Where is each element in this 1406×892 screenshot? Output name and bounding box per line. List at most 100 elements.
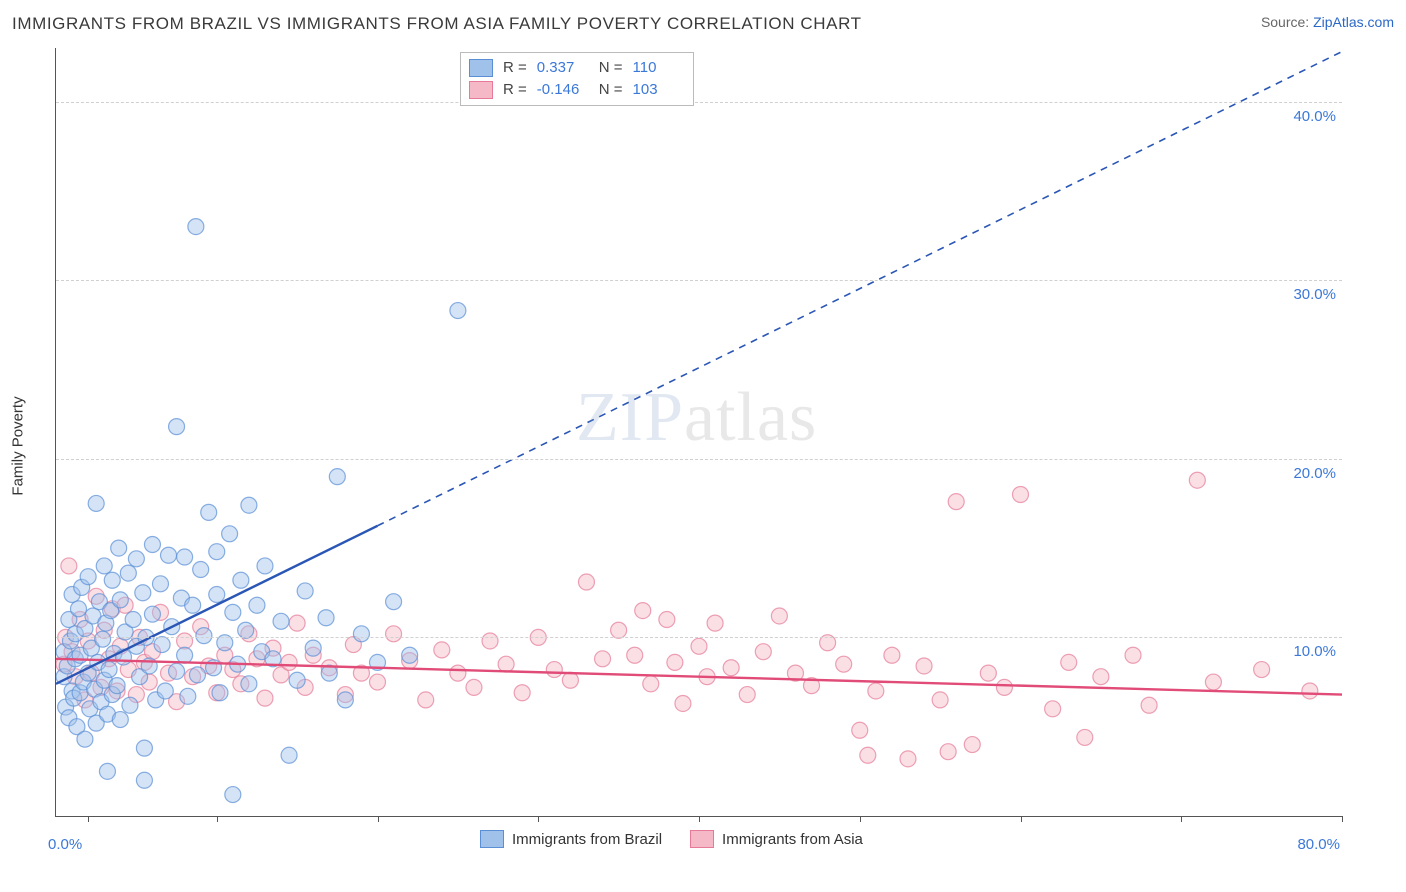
gridline	[56, 637, 1342, 638]
scatter-point	[353, 665, 369, 681]
scatter-point	[75, 674, 91, 690]
scatter-point	[804, 678, 820, 694]
scatter-point	[273, 667, 289, 683]
scatter-point	[152, 604, 168, 620]
scatter-point	[932, 692, 948, 708]
chart-title: IMMIGRANTS FROM BRAZIL VS IMMIGRANTS FRO…	[12, 14, 862, 33]
scatter-point	[180, 688, 196, 704]
scatter-point	[61, 612, 77, 628]
scatter-point	[273, 613, 289, 629]
scatter-point	[755, 644, 771, 660]
scatter-point	[136, 772, 152, 788]
scatter-point	[85, 608, 101, 624]
scatter-point	[152, 576, 168, 592]
scatter-point	[72, 612, 88, 628]
scatter-point	[257, 690, 273, 706]
scatter-point	[466, 679, 482, 695]
scatter-point	[103, 603, 119, 619]
x-tick	[538, 816, 539, 822]
x-tick	[378, 816, 379, 822]
scatter-point	[691, 638, 707, 654]
scatter-point	[196, 628, 212, 644]
scatter-point	[345, 637, 361, 653]
scatter-point	[109, 678, 125, 694]
scatter-point	[117, 597, 133, 613]
scatter-point	[265, 640, 281, 656]
scatter-point	[80, 665, 96, 681]
scatter-point	[88, 588, 104, 604]
scatter-point	[66, 690, 82, 706]
scatter-point	[418, 692, 434, 708]
scatter-point	[241, 626, 257, 642]
y-tick-label: 20.0%	[1293, 465, 1336, 482]
watermark-atlas: atlas	[684, 379, 817, 456]
scatter-point	[122, 697, 138, 713]
scatter-point	[209, 544, 225, 560]
scatter-point	[884, 647, 900, 663]
scatter-point	[144, 606, 160, 622]
scatter-point	[353, 626, 369, 642]
scatter-point	[217, 647, 233, 663]
scatter-point	[74, 579, 90, 595]
scatter-point	[61, 558, 77, 574]
scatter-point	[289, 615, 305, 631]
scatter-point	[96, 622, 112, 638]
scatter-point	[95, 631, 111, 647]
x-tick-label: 0.0%	[48, 836, 82, 853]
scatter-point	[337, 687, 353, 703]
scatter-point	[980, 665, 996, 681]
scatter-point	[106, 645, 122, 661]
scatter-point	[402, 653, 418, 669]
scatter-point	[1077, 729, 1093, 745]
scatter-point	[71, 601, 87, 617]
scatter-point	[93, 694, 109, 710]
scatter-point	[611, 622, 627, 638]
legend-swatch	[480, 830, 504, 848]
scatter-point	[93, 679, 109, 695]
gridline	[56, 280, 1342, 281]
x-tick	[88, 816, 89, 822]
scatter-point	[860, 747, 876, 763]
series-legend: Immigrants from BrazilImmigrants from As…	[480, 830, 863, 848]
source-value: ZipAtlas.com	[1313, 14, 1394, 30]
scatter-point	[67, 651, 83, 667]
scatter-point	[209, 587, 225, 603]
legend-row: R =0.337N =110	[469, 57, 685, 79]
scatter-point	[154, 637, 170, 653]
scatter-point	[699, 669, 715, 685]
scatter-point	[136, 654, 152, 670]
scatter-point	[99, 763, 115, 779]
scatter-point	[659, 612, 675, 628]
scatter-point	[578, 574, 594, 590]
scatter-point	[1013, 487, 1029, 503]
legend-swatch	[469, 59, 493, 77]
scatter-point	[104, 572, 120, 588]
scatter-point	[128, 687, 144, 703]
x-tick	[1342, 816, 1343, 822]
scatter-point	[98, 615, 114, 631]
scatter-point	[1189, 472, 1205, 488]
scatter-point	[56, 644, 72, 660]
legend-item: Immigrants from Asia	[690, 830, 863, 848]
scatter-point	[265, 651, 281, 667]
scatter-point	[281, 654, 297, 670]
scatter-point	[562, 672, 578, 688]
scatter-point	[80, 633, 96, 649]
scatter-point	[120, 662, 136, 678]
scatter-point	[916, 658, 932, 674]
scatter-point	[173, 590, 189, 606]
scatter-point	[595, 651, 611, 667]
scatter-point	[739, 687, 755, 703]
scatter-point	[643, 676, 659, 692]
scatter-point	[233, 676, 249, 692]
scatter-point	[144, 644, 160, 660]
y-tick-label: 40.0%	[1293, 108, 1336, 125]
scatter-point	[900, 751, 916, 767]
scatter-point	[257, 558, 273, 574]
scatter-point	[546, 662, 562, 678]
scatter-point	[206, 660, 222, 676]
watermark: ZIPatlas	[576, 378, 817, 458]
scatter-point	[64, 644, 80, 660]
r-label: R =	[503, 57, 527, 79]
legend-row: R =-0.146N =103	[469, 79, 685, 101]
